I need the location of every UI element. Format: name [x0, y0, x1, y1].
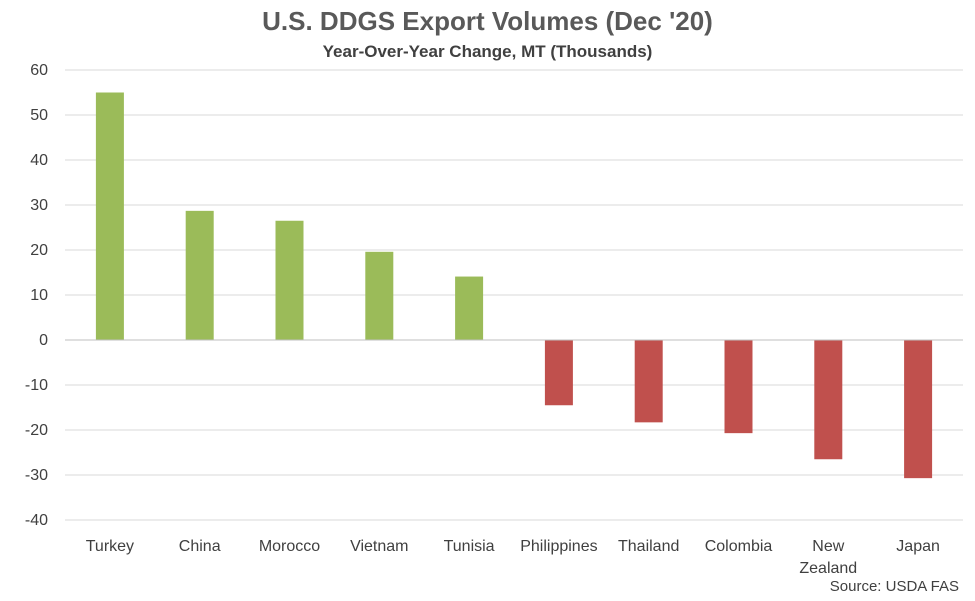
x-tick-label: Turkey: [86, 538, 134, 555]
bar-tunisia: [455, 276, 484, 340]
bar-vietnam: [365, 251, 394, 340]
y-tick-label: -40: [25, 512, 48, 529]
x-tick-label: Tunisia: [444, 538, 495, 555]
x-tick-label: Japan: [896, 538, 940, 555]
bar-china: [185, 210, 214, 340]
bar-philippines: [544, 340, 573, 406]
y-tick-label: 10: [30, 287, 48, 304]
bar-new-zealand: [814, 340, 843, 460]
x-tick-label: Colombia: [705, 538, 773, 555]
x-tick-label: New: [812, 538, 844, 555]
source-note: Source: USDA FAS: [829, 578, 959, 595]
x-tick-label: Zealand: [799, 560, 857, 577]
x-tick-label: Morocco: [259, 538, 320, 555]
x-tick-label: Philippines: [520, 538, 597, 555]
x-tick-label: China: [179, 538, 221, 555]
chart-subtitle: Year-Over-Year Change, MT (Thousands): [322, 42, 653, 61]
y-tick-label: 30: [30, 197, 48, 214]
x-tick-label: Vietnam: [350, 538, 408, 555]
bar-thailand: [634, 340, 663, 423]
x-tick-label: Thailand: [618, 538, 679, 555]
bar-colombia: [724, 340, 753, 434]
bar-morocco: [275, 220, 304, 340]
bar-turkey: [95, 92, 124, 340]
y-tick-label: 50: [30, 107, 48, 124]
y-tick-label: 60: [30, 62, 48, 79]
y-tick-label: 0: [39, 332, 48, 349]
y-tick-label: -10: [25, 377, 48, 394]
y-tick-label: 40: [30, 152, 48, 169]
y-tick-label: -30: [25, 467, 48, 484]
chart-title: U.S. DDGS Export Volumes (Dec '20): [262, 6, 713, 36]
bar-japan: [904, 340, 933, 479]
y-tick-label: 20: [30, 242, 48, 259]
y-tick-label: -20: [25, 422, 48, 439]
